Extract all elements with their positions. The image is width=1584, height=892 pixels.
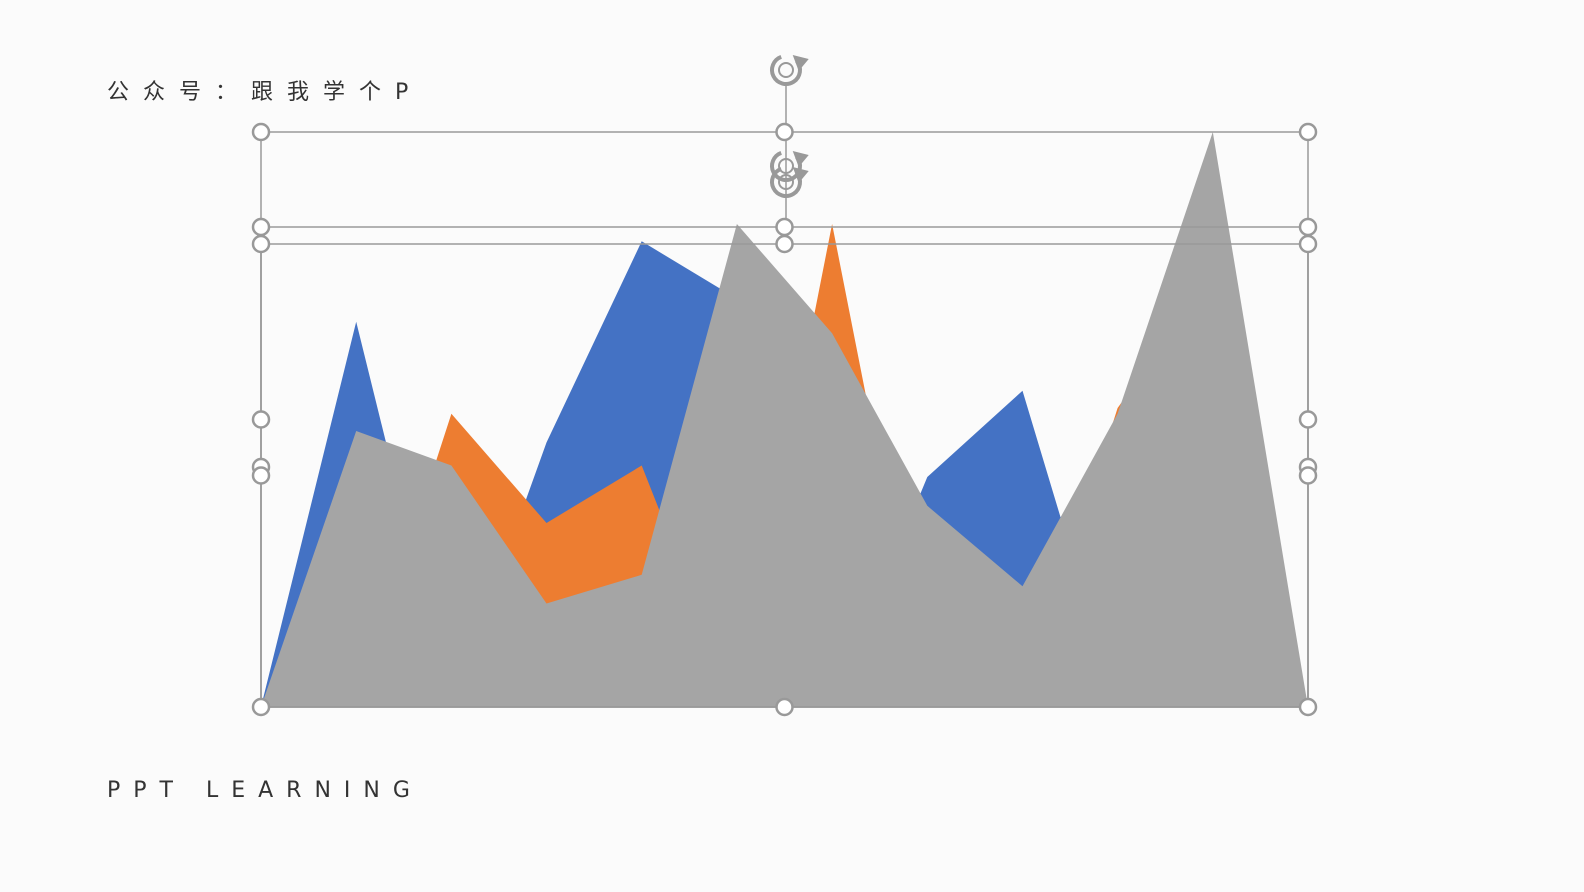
rotate-icon-3[interactable]: [770, 166, 809, 198]
series-3-selection-handle-4[interactable]: [251, 410, 271, 429]
rotate-icon-2[interactable]: [770, 150, 809, 182]
series-1-selection-handle-1[interactable]: [251, 234, 271, 254]
series-3-selection-handle-1[interactable]: [251, 122, 271, 142]
series-1-selection-handle-5[interactable]: [1298, 466, 1318, 485]
series-3-selection-handle-3[interactable]: [1298, 122, 1318, 142]
series-2-selection-handle-2[interactable]: [775, 217, 794, 237]
bottom-middle-handle[interactable]: [775, 697, 794, 717]
series-1-selection-handle-3[interactable]: [1298, 234, 1318, 254]
series-3-selection-handle-5[interactable]: [1298, 410, 1318, 429]
series-1-selection-handle-4[interactable]: [251, 466, 271, 485]
series-2-selection-handle-3[interactable]: [1298, 217, 1318, 237]
bottom-left-handle[interactable]: [251, 697, 271, 717]
header-text[interactable]: 公众号：跟我学个P: [107, 80, 423, 105]
rotate-icon[interactable]: [770, 54, 809, 86]
series-2-selection-handle-1[interactable]: [251, 217, 271, 237]
bottom-right-handle[interactable]: [1298, 697, 1318, 717]
area-series-3[interactable]: [261, 132, 1308, 707]
series-layer: [261, 132, 1308, 708]
series-3-selection-handle-2[interactable]: [775, 122, 794, 142]
footer-text[interactable]: PPT LEARNING: [107, 778, 423, 803]
series-1-selection-handle-2[interactable]: [775, 234, 794, 254]
selection-frames: [251, 54, 1318, 717]
